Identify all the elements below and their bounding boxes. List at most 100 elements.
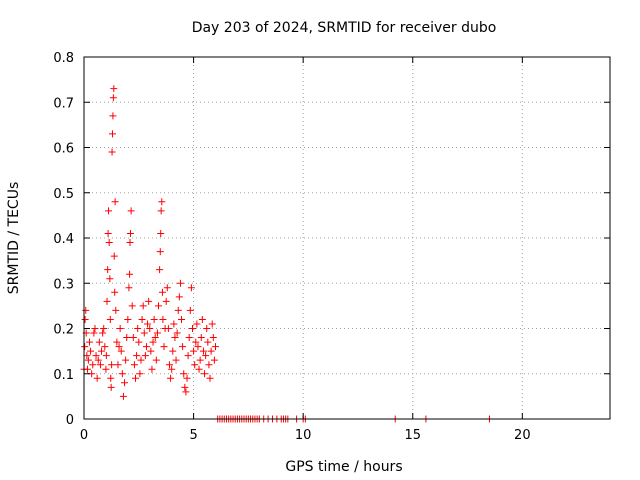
data-point xyxy=(164,325,172,332)
data-point xyxy=(87,347,95,355)
data-point xyxy=(105,239,113,247)
data-point xyxy=(106,315,114,323)
data-point xyxy=(198,315,206,323)
data-point xyxy=(157,229,165,237)
data-point xyxy=(165,361,173,369)
data-point xyxy=(156,266,164,274)
data-point xyxy=(158,288,166,296)
data-point xyxy=(90,329,98,337)
data-point xyxy=(132,374,140,382)
data-point xyxy=(175,293,183,301)
data-point xyxy=(141,352,149,360)
data-point xyxy=(158,198,166,206)
data-point xyxy=(100,325,108,332)
data-point xyxy=(208,320,216,328)
data-point xyxy=(205,361,213,369)
x-tick-label: 5 xyxy=(189,428,197,443)
data-point xyxy=(133,352,141,360)
y-tick-label: 0.5 xyxy=(53,187,74,202)
data-point xyxy=(91,325,99,332)
data-point xyxy=(117,347,125,355)
data-point xyxy=(203,325,211,332)
data-point xyxy=(152,356,160,364)
data-point xyxy=(107,383,115,391)
data-point xyxy=(122,356,130,364)
data-point xyxy=(110,85,118,93)
data-point xyxy=(103,297,111,305)
data-point xyxy=(178,315,186,323)
data-point xyxy=(125,284,133,292)
x-axis-label: GPS time / hours xyxy=(285,459,402,475)
data-point xyxy=(170,320,178,328)
y-tick-label: 0.6 xyxy=(53,142,74,157)
data-point xyxy=(106,275,114,283)
data-point xyxy=(147,347,155,355)
data-point xyxy=(168,365,176,373)
data-point xyxy=(194,343,202,351)
data-point xyxy=(114,361,122,369)
data-point xyxy=(148,365,156,373)
data-point xyxy=(118,370,126,378)
data-point xyxy=(104,229,112,237)
data-point xyxy=(135,338,143,346)
x-tick-label: 0 xyxy=(80,428,88,443)
data-point xyxy=(126,229,134,237)
data-point xyxy=(140,329,148,337)
data-point xyxy=(138,315,146,323)
data-point xyxy=(182,388,190,396)
y-tick-label: 0.8 xyxy=(53,51,74,66)
data-point xyxy=(99,329,107,337)
data-point xyxy=(108,130,116,138)
data-point xyxy=(202,352,210,360)
data-point xyxy=(173,329,181,337)
data-point xyxy=(112,306,120,314)
data-point xyxy=(167,374,175,382)
data-point xyxy=(186,306,194,314)
y-tick-label: 0.2 xyxy=(53,323,74,338)
data-point xyxy=(109,94,117,102)
y-tick-label: 0.1 xyxy=(53,368,74,383)
data-point xyxy=(149,338,157,346)
data-point xyxy=(108,148,116,156)
data-point xyxy=(204,338,212,346)
data-point xyxy=(134,325,142,332)
data-point xyxy=(201,370,209,378)
data-point xyxy=(185,334,193,342)
data-point xyxy=(160,343,168,351)
data-point xyxy=(139,302,147,310)
data-point xyxy=(111,288,119,296)
data-point xyxy=(105,207,113,215)
data-point xyxy=(183,374,191,382)
data-point xyxy=(110,252,118,260)
data-point xyxy=(184,352,192,360)
data-point xyxy=(209,334,217,342)
data-point xyxy=(96,361,104,369)
data-point xyxy=(188,325,196,332)
data-point xyxy=(82,306,90,314)
data-point xyxy=(108,361,116,369)
data-point xyxy=(113,338,121,346)
data-point xyxy=(116,325,124,332)
data-point xyxy=(123,334,131,342)
data-point xyxy=(212,343,219,351)
data-point xyxy=(136,370,144,378)
data-point xyxy=(153,329,161,337)
data-point xyxy=(180,370,188,378)
y-tick-label: 0.7 xyxy=(53,96,74,111)
data-point xyxy=(174,306,182,314)
data-point xyxy=(199,347,207,355)
data-point xyxy=(179,343,187,351)
data-point xyxy=(130,361,138,369)
data-point xyxy=(94,356,102,364)
data-point xyxy=(98,347,106,355)
data-point xyxy=(155,302,163,310)
x-tick-label: 20 xyxy=(514,428,531,443)
data-point xyxy=(157,207,165,215)
data-point xyxy=(210,356,218,364)
data-point xyxy=(83,352,91,360)
y-axis-label: SRMTID / TECUs xyxy=(6,182,22,295)
data-point xyxy=(187,284,195,292)
grid-lines xyxy=(84,57,610,419)
